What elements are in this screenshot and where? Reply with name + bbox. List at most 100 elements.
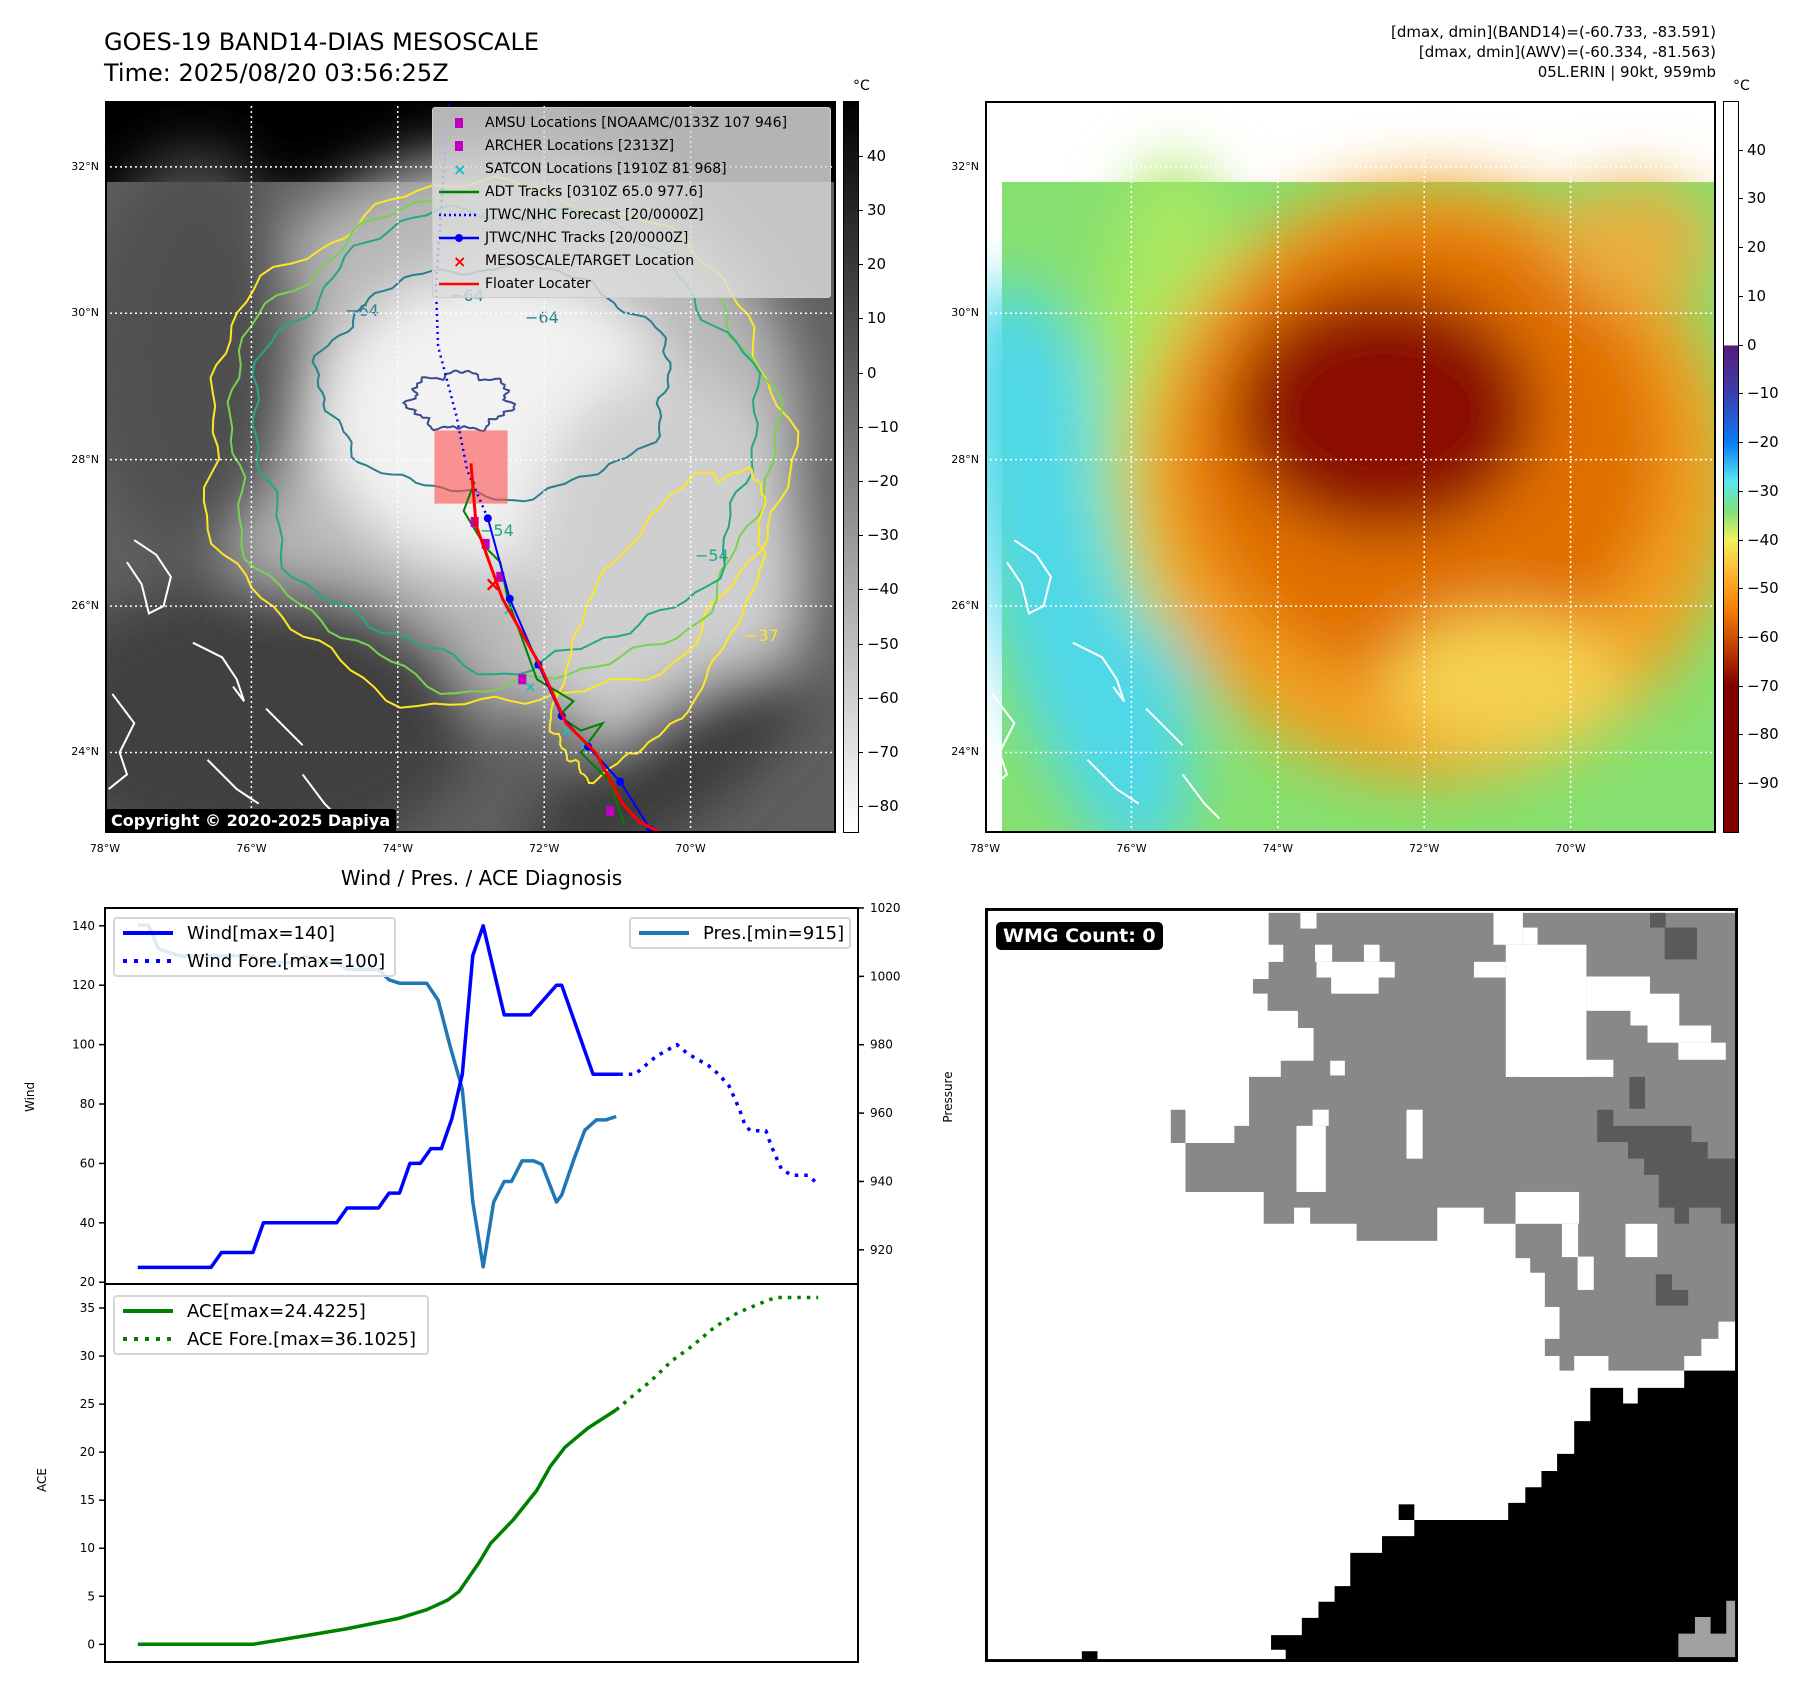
storm-info: [dmax, dmin](BAND14)=(-60.733, -83.591) … xyxy=(1391,22,1716,82)
ace-axis-tick-label: 25 xyxy=(80,1397,95,1411)
ace-legend: ACE[max=24.4225] ACE Fore.[max=36.1025] xyxy=(113,1295,429,1355)
legend-label: JTWC/NHC Forecast [20/0000Z] xyxy=(485,206,704,223)
colorbar-tick xyxy=(1738,539,1743,541)
legend-wind: Wind[max=140] xyxy=(187,922,335,944)
colorbar-tick xyxy=(858,372,863,374)
contour-navy xyxy=(401,369,517,433)
info-band14-range: [dmax, dmin](BAND14)=(-60.733, -83.591) xyxy=(1391,23,1716,41)
pressure-legend: Pres.[min=915] xyxy=(629,917,851,949)
colorbar-tick-label: −80 xyxy=(1747,725,1779,744)
longitude-label: 74°W xyxy=(382,842,413,855)
colorbar-tick xyxy=(858,589,863,591)
colorbar-tick xyxy=(858,480,863,482)
colorbar-tick-label: 10 xyxy=(1747,286,1767,305)
colorbar-tick-label: −60 xyxy=(867,688,899,707)
satcon-marker: × xyxy=(525,680,537,696)
legend-ace-forecast: ACE Fore.[max=36.1025] xyxy=(187,1328,416,1350)
svg-text:×: × xyxy=(453,252,466,271)
colorbar-tick xyxy=(1738,588,1743,590)
wmg-panel xyxy=(985,908,1738,1662)
legend-label: AMSU Locations [NOAAMC/0133Z 107 946] xyxy=(485,114,788,131)
wmg-black-region xyxy=(1271,1370,1736,1660)
info-awv-range: [dmax, dmin](AWV)=(-60.334, -81.563) xyxy=(1418,43,1716,61)
colorbar-tick xyxy=(1738,783,1743,785)
colorbar-tick-label: −50 xyxy=(867,634,899,653)
chart-title: Wind / Pres. / ACE Diagnosis xyxy=(340,866,623,890)
longitude-label: 70°W xyxy=(1555,842,1586,855)
legend-item: JTWC/NHC Tracks [20/0000Z] xyxy=(433,226,688,249)
legend-item: × SATCON Locations [1910Z 81 968] xyxy=(433,157,727,180)
wind-axis-label: Wind xyxy=(23,1081,37,1112)
legend-label: SATCON Locations [1910Z 81 968] xyxy=(485,160,727,177)
ace-axis-tick-label: 0 xyxy=(87,1637,95,1651)
colorbar-tick-label: −70 xyxy=(867,742,899,761)
wind-axis-tick-label: 20 xyxy=(80,1275,95,1289)
colorbar-tick xyxy=(1738,149,1743,151)
legend-symbol-icon: × xyxy=(453,160,466,179)
colorbar-tick-label: 40 xyxy=(867,146,887,165)
wind-axis-tick-label: 120 xyxy=(72,978,95,992)
longitude-label: 76°W xyxy=(236,842,267,855)
coastline xyxy=(1086,759,1140,805)
legend-symbol-icon xyxy=(455,140,463,151)
amsu-marker xyxy=(496,571,505,582)
clear-west xyxy=(105,151,305,551)
coastline xyxy=(1181,773,1220,820)
coastline xyxy=(1072,641,1126,702)
ace-axis-tick-label: 35 xyxy=(80,1301,95,1315)
latitude-label: 26°N xyxy=(951,599,979,613)
colorbar-tick xyxy=(1738,637,1743,639)
longitude-label: 76°W xyxy=(1116,842,1147,855)
dry-slot-se xyxy=(522,663,808,833)
wind-line xyxy=(137,924,620,1270)
latitude-label: 30°N xyxy=(951,306,979,320)
legend-item: JTWC/NHC Forecast [20/0000Z] xyxy=(433,203,704,226)
legend-ace: ACE[max=24.4225] xyxy=(187,1300,366,1322)
longitude-label: 74°W xyxy=(1262,842,1293,855)
latitude-label: 24°N xyxy=(71,745,99,759)
moist-band-west xyxy=(985,280,1192,833)
colorbar-tick xyxy=(1738,344,1743,346)
legend-label: ARCHER Locations [2313Z] xyxy=(485,137,675,154)
awv-field xyxy=(985,161,1716,833)
colorbar-tick-label: 20 xyxy=(1747,238,1767,257)
pressure-axis-tick-label: 920 xyxy=(870,1243,893,1257)
longitude-label: 78°W xyxy=(89,842,121,855)
coastline xyxy=(108,693,136,790)
warm-band-s xyxy=(1385,611,1625,751)
jtwc-track-point xyxy=(483,514,492,523)
title-product: GOES-19 BAND14-DIAS MESOSCALE xyxy=(104,28,540,56)
colorbar-tick-label: −40 xyxy=(1747,530,1779,549)
ace-plot-frame xyxy=(104,1283,859,1663)
longitude-label: 78°W xyxy=(969,842,1001,855)
legend-label: Floater Locater xyxy=(485,275,591,292)
amsu-marker xyxy=(518,674,527,685)
wind-axis-tick-label: 100 xyxy=(72,1038,95,1052)
colorbar-tick-label: −70 xyxy=(1747,676,1779,695)
latitude-label: 28°N xyxy=(71,452,99,466)
colorbar-ir-unit: °C xyxy=(853,78,870,94)
latitude-label: 32°N xyxy=(71,159,99,173)
colorbar-tick-label: −10 xyxy=(867,417,899,436)
figure-title: GOES-19 BAND14-DIAS MESOSCALE Time: 2025… xyxy=(104,27,539,89)
colorbar-tick-label: −50 xyxy=(1747,579,1779,598)
cold-core xyxy=(1235,291,1535,531)
colorbar-tick-label: 30 xyxy=(1747,189,1767,208)
legend-item: ARCHER Locations [2313Z] xyxy=(433,134,674,157)
colorbar-tick xyxy=(858,210,863,211)
coastline xyxy=(1006,539,1052,615)
legend-symbol-icon: × xyxy=(453,252,466,271)
floater-track xyxy=(469,463,662,833)
colorbar-tick-label: 0 xyxy=(1747,335,1757,354)
legend-pressure: Pres.[min=915] xyxy=(703,922,845,944)
ace-axis-tick-label: 10 xyxy=(80,1541,95,1555)
legend-symbol-icon xyxy=(439,233,479,242)
coastline xyxy=(192,641,246,702)
colorbar-tick xyxy=(858,264,863,266)
contour-yellow-band xyxy=(548,466,767,785)
colorbar-tick xyxy=(1738,442,1743,444)
contour-label: −54 xyxy=(695,546,729,565)
pressure-axis-tick-label: 1020 xyxy=(870,901,901,915)
wind-axis-tick-label: 40 xyxy=(80,1216,95,1230)
wind-axis-tick-label: 60 xyxy=(80,1156,95,1170)
